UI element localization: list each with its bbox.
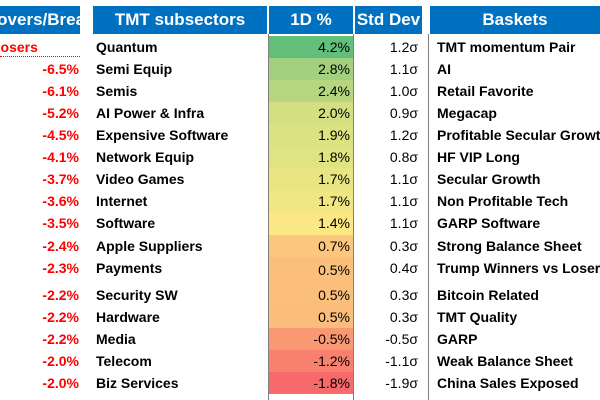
subsector-pct: 0.7% (269, 235, 353, 257)
subsector-stddev: -1.1σ (385, 353, 418, 369)
subsector-stddev: 1.1σ (389, 215, 418, 231)
basket-name: Strong Balance Sheet (437, 238, 582, 254)
subsector-stddev: 0.4σ (389, 260, 418, 276)
loser-value: -6.5% (42, 61, 79, 77)
subsectors-header: TMT subsectors (93, 6, 267, 34)
subsector-stddev: 1.1σ (389, 61, 418, 77)
basket-name: Trump Winners vs Losers (437, 260, 600, 276)
basket-name: Retail Favorite (437, 83, 534, 99)
subsector-pct: 2.0% (269, 102, 353, 124)
basket-name: Megacap (437, 105, 497, 121)
subsector-name: Apple Suppliers (96, 238, 203, 254)
subsector-pct: 1.9% (269, 124, 353, 146)
loser-value: -3.7% (42, 171, 79, 187)
subsector-stddev: 1.2σ (389, 127, 418, 143)
subsector-pct: 1.7% (269, 168, 353, 190)
subsector-name: Media (96, 331, 136, 347)
subsector-stddev: 0.9σ (389, 105, 418, 121)
basket-name: TMT momentum Pair (437, 39, 576, 55)
pct-header: 1D % (269, 6, 353, 34)
subsector-pct: 2.4% (269, 80, 353, 102)
subsector-pct: -0.5% (269, 328, 353, 350)
loser-value: -2.0% (42, 375, 79, 391)
subsector-stddev: 0.3σ (389, 238, 418, 254)
basket-name: Profitable Secular Growth (437, 127, 600, 143)
subsector-stddev: -1.9σ (385, 375, 418, 391)
loser-value: -6.1% (42, 83, 79, 99)
basket-name: AI (437, 61, 451, 77)
subsector-name: AI Power & Infra (96, 105, 205, 121)
subsector-pct: 1.7% (269, 190, 353, 212)
subsector-pct: 4.2% (269, 36, 353, 58)
loser-value: -5.2% (42, 105, 79, 121)
loser-value: -2.2% (42, 287, 79, 303)
subsector-name: Payments (96, 260, 163, 276)
basket-name: Bitcoin Related (437, 287, 539, 303)
subsector-name: Quantum (96, 39, 158, 55)
subsector-stddev: 1.2σ (389, 39, 418, 55)
heatmap-left-border (268, 34, 269, 400)
subsector-stddev: 1.1σ (389, 193, 418, 209)
stddev-right-border (428, 34, 429, 400)
subsector-name: Semis (96, 83, 138, 99)
subsector-pct: 0.5% (269, 284, 353, 306)
loser-value: -2.4% (42, 238, 79, 254)
subsector-stddev: 0.8σ (389, 149, 418, 165)
subsector-name: Video Games (96, 171, 185, 187)
basket-name: GARP Software (437, 215, 541, 231)
basket-name: Weak Balance Sheet (437, 353, 573, 369)
stddev-header: Std Dev (355, 6, 422, 34)
basket-name: GARP (437, 331, 478, 347)
subsector-name: Expensive Software (96, 127, 229, 143)
subsector-stddev: 0.3σ (389, 309, 418, 325)
basket-name: Secular Growth (437, 171, 541, 187)
basket-name: TMT Quality (437, 309, 518, 325)
loser-value: -4.1% (42, 149, 79, 165)
loser-value: -2.3% (42, 260, 79, 276)
subsector-name: Biz Services (96, 375, 179, 391)
subsector-name: Telecom (96, 353, 152, 369)
subsector-stddev: 0.3σ (389, 287, 418, 303)
subsector-name: Semi Equip (96, 61, 173, 77)
subsector-pct: 1.8% (269, 146, 353, 168)
subsector-stddev: -0.5σ (385, 331, 418, 347)
movers-header: Movers/Breakers (0, 6, 80, 34)
basket-name: HF VIP Long (437, 149, 520, 165)
loser-value: -2.0% (42, 353, 79, 369)
heatmap-right-border (353, 34, 354, 400)
loser-value: -3.5% (42, 215, 79, 231)
subsector-pct: 2.8% (269, 58, 353, 80)
subsector-name: Network Equip (96, 149, 195, 165)
losers-label: Losers (0, 37, 80, 57)
subsector-stddev: 1.1σ (389, 171, 418, 187)
basket-name: China Sales Exposed (437, 375, 579, 391)
subsector-pct: -1.2% (269, 350, 353, 372)
subsector-name: Security SW (96, 287, 178, 303)
loser-value: -4.5% (42, 127, 79, 143)
subsector-pct: 0.5% (269, 257, 353, 284)
subsector-stddev: 1.0σ (389, 83, 418, 99)
subsector-pct: 1.4% (269, 212, 353, 235)
basket-name: Non Profitable Tech (437, 193, 569, 209)
loser-value: -2.2% (42, 309, 79, 325)
subsector-name: Hardware (96, 309, 160, 325)
subsector-name: Internet (96, 193, 148, 209)
subsector-name: Software (96, 215, 156, 231)
subsector-pct: -1.8% (269, 372, 353, 394)
loser-value: -3.6% (42, 193, 79, 209)
loser-value: -2.2% (42, 331, 79, 347)
subsector-pct: 0.5% (269, 306, 353, 328)
baskets-header: Baskets (430, 6, 600, 34)
